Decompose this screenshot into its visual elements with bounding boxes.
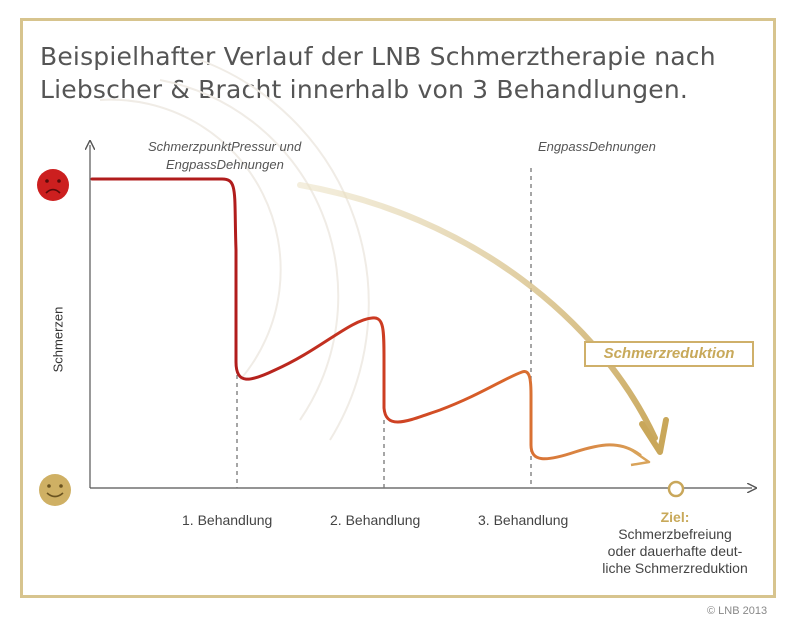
goal-text: Ziel: Schmerzbefreiung oder dauerhafte d… (590, 509, 760, 577)
annotation-left-line-1: SchmerzpunktPressur und (148, 139, 302, 154)
frame-border (20, 18, 776, 598)
reduction-arrow (297, 182, 658, 441)
annotation-right: EngpassDehnungen (538, 139, 656, 154)
goal-label: Ziel: (660, 509, 690, 525)
annotation-left: SchmerzpunktPressur und EngpassDehnungen (148, 138, 301, 174)
decorative-arcs (99, 59, 370, 441)
goal-line-1: Schmerzbefreiung (618, 526, 732, 542)
goal-line-3: liche Schmerzreduktion (602, 560, 748, 576)
reduction-label: Schmerzreduktion (584, 341, 754, 367)
annotation-left-line-2: EngpassDehnungen (166, 157, 284, 172)
reduction-arrow-head (639, 417, 669, 455)
pain-curve-head (629, 447, 651, 467)
x-tick-1: 1. Behandlung (182, 512, 273, 528)
title-line-2: Liebscher & Bracht innerhalb von 3 Behan… (40, 75, 689, 104)
title-line-1: Beispielhafter Verlauf der LNB Schmerzth… (40, 42, 716, 71)
y-axis-label: Schmerzen (50, 306, 66, 373)
pain-curve (90, 177, 642, 461)
x-tick-3: 3. Behandlung (478, 512, 569, 528)
happy-face-icon (39, 474, 71, 506)
sad-face-icon (37, 169, 69, 201)
copyright: © LNB 2013 (707, 605, 768, 617)
goal-line-2: oder dauerhafte deut- (607, 543, 743, 559)
page-title: Beispielhafter Verlauf der LNB Schmerzth… (40, 40, 740, 106)
goal-marker (667, 480, 685, 498)
x-tick-2: 2. Behandlung (330, 512, 421, 528)
